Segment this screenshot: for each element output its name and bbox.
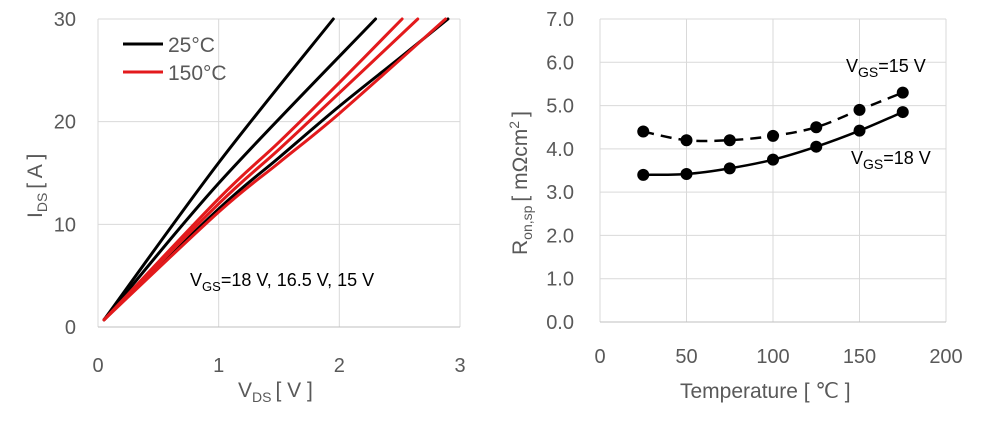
iv-x-tick: 3	[454, 355, 465, 377]
ron-x-tick: 100	[756, 346, 789, 368]
iv-x-label-main: V	[238, 379, 252, 402]
ron-y-tick: 6.0	[546, 52, 574, 74]
ron-point-vgs18	[810, 140, 823, 153]
ron-point-vgs15	[637, 125, 650, 138]
ron-y-tick: 0.0	[546, 312, 574, 334]
ron-point-vgs15	[723, 134, 736, 147]
ron-point-vgs15	[767, 129, 779, 142]
ron-point-vgs18	[680, 167, 693, 180]
ron-y-tick: 7.0	[546, 9, 574, 31]
iv-y-tick: 30	[54, 9, 76, 31]
ron-x-tick: 200	[929, 346, 962, 368]
vgs-annotation-sub: GS	[202, 279, 221, 294]
series-label-vgs15-sub: GS	[858, 64, 878, 80]
legend-label-25c: 25°C	[168, 34, 215, 57]
iv-y-axis-label: IDS [ A ]	[24, 154, 50, 218]
iv-curve-150c-4	[102, 17, 420, 322]
ron-point-vgs18	[723, 162, 736, 175]
ron-y-tick: 3.0	[546, 182, 574, 204]
series-label-vgs18: VGS=18 V	[851, 148, 931, 172]
series-label-vgs18-main: V	[851, 148, 863, 168]
iv-x-label-sub: DS	[252, 389, 271, 405]
ron-y-label-main: R	[509, 240, 532, 255]
iv-curve-25c-0	[102, 17, 335, 322]
ron-y-label-unit: [ mΩcm	[509, 129, 532, 202]
ron-point-vgs15	[810, 121, 823, 134]
iv-y-tick-labels: 0 10 20 30	[54, 9, 76, 339]
ron-x-tick: 150	[843, 346, 876, 368]
ron-chart: 0 50 100 150 200 0.01.02.03.04.05.06.07.0 VG…	[506, 9, 963, 403]
iv-x-tick: 0	[92, 355, 103, 377]
ron-y-tick: 1.0	[546, 269, 574, 291]
iv-y-label-unit: [ A ]	[24, 154, 47, 189]
iv-curve-25c-1	[102, 17, 378, 322]
iv-x-tick-labels: 0 1 2 3	[92, 355, 465, 377]
vgs-annotation: VGS=18 V, 16.5 V, 15 V	[190, 270, 374, 294]
series-label-vgs18-sub: GS	[863, 156, 883, 172]
series-label-vgs18-rest: =18 V	[883, 148, 931, 168]
iv-series-lines	[102, 17, 450, 322]
iv-x-label-unit: [ V ]	[275, 379, 312, 402]
ron-y-tick: 5.0	[546, 96, 574, 118]
ron-point-vgs15	[896, 86, 909, 99]
ron-y-label-sub: on,sp	[519, 205, 535, 239]
iv-x-axis-label: VDS[ V ]	[238, 379, 313, 405]
iv-y-tick: 0	[65, 317, 76, 339]
ron-y-label-end: ]	[509, 111, 532, 117]
ron-data-points	[637, 86, 909, 181]
ron-point-vgs18	[853, 124, 866, 137]
ron-point-vgs15	[853, 103, 866, 116]
ron-x-axis-label: Temperature [ ℃ ]	[680, 380, 851, 403]
ron-y-label-sup: 2	[506, 121, 522, 129]
iv-y-label-sub: DS	[34, 193, 50, 212]
ron-point-vgs18	[896, 106, 909, 119]
series-label-vgs15-rest: =15 V	[878, 56, 926, 76]
legend-label-150c: 150°C	[168, 62, 227, 85]
series-label-vgs15: VGS=15 V	[846, 56, 926, 80]
iv-legend: 25°C 150°C	[123, 34, 227, 85]
series-label-vgs15-main: V	[846, 56, 858, 76]
ron-point-vgs15	[680, 134, 693, 147]
ron-y-tick: 4.0	[546, 139, 574, 161]
ron-y-tick-labels: 0.0 1.0 2.0 3.0 4.0 5.0 6.0 7.0	[546, 9, 574, 334]
vgs-annotation-main: V	[190, 270, 202, 290]
iv-curve-150c-3	[102, 17, 404, 322]
iv-x-tick: 2	[334, 355, 345, 377]
iv-y-tick: 10	[54, 214, 76, 236]
iv-y-tick: 20	[54, 112, 76, 134]
vgs-annotation-text: =18 V, 16.5 V, 15 V	[221, 270, 374, 290]
ron-y-axis-label: Ron,sp [ mΩcm2]	[506, 111, 535, 255]
iv-gridlines	[97, 18, 461, 328]
ron-gridlines	[599, 18, 947, 323]
iv-curve-150c-5	[102, 17, 448, 322]
ron-x-tick: 50	[675, 346, 697, 368]
ron-point-vgs18	[637, 168, 650, 181]
ron-y-tick: 2.0	[546, 225, 574, 247]
ron-x-tick-labels: 0 50 100 150 200	[594, 346, 962, 368]
ron-x-tick: 0	[594, 346, 605, 368]
iv-x-tick: 1	[213, 355, 224, 377]
iv-y-label-main: I	[24, 212, 47, 218]
ron-point-vgs18	[767, 153, 779, 166]
